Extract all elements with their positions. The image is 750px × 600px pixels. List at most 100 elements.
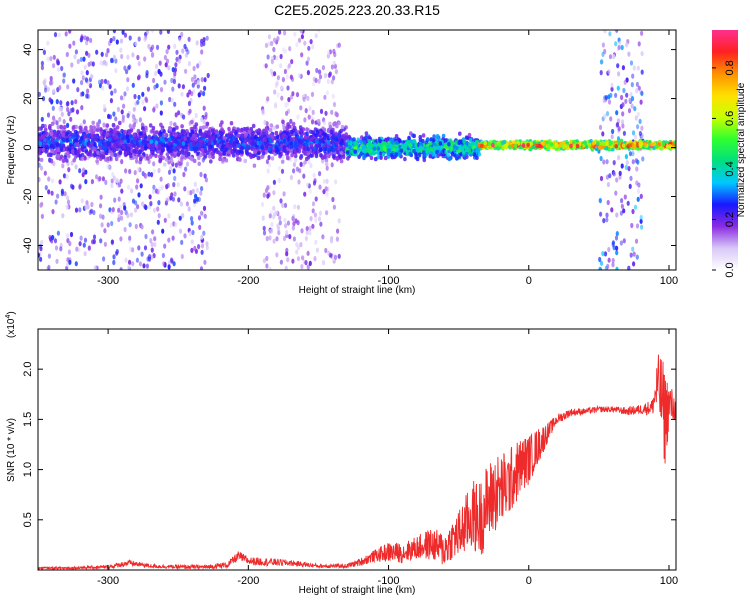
spectrogram-cell [52,88,56,94]
spectrogram-cell [295,166,299,172]
spectrogram-cell [611,242,615,248]
spectrogram-cell [599,59,604,65]
spectrogram-cell [328,124,333,130]
spectrogram-cell [364,131,369,136]
spectrogram-cell [639,214,643,221]
spectrogram-cell [422,157,427,163]
spectrogram-cell [93,265,97,270]
spectrogram-cell [183,186,187,192]
spectrogram-cell [372,151,376,156]
spectrogram-cell [120,188,124,194]
spectrogram-cell [171,135,175,141]
spectrogram-cell [394,134,399,139]
spectrogram-cell [58,116,62,122]
spectrogram-cell [60,111,64,117]
spectrogram-cell [78,125,82,130]
spectrogram-cell [92,234,97,240]
spectrogram-cell [269,123,274,128]
spectrogram-cell [230,150,235,155]
spectrogram-cell [186,189,190,195]
spectrogram-cell [200,77,204,83]
spectrogram-cell [83,133,87,139]
spectrogram-cell [636,196,640,202]
spectrogram-cell [617,44,621,51]
spectrogram-cell [99,135,104,140]
spectrogram-cell [40,213,45,219]
spectrogram-cell [229,121,234,126]
spectrogram-cell [140,224,144,230]
spectrogram-cell [165,152,170,157]
spectrogram-cell [220,144,225,149]
spectrogram-cell [149,139,154,144]
spectrogram-cell [180,155,184,160]
spectrogram-cell [357,147,361,152]
spectrogram-cell [169,120,173,126]
spectrogram-cell [102,103,107,109]
spectrogram-cell [311,208,315,214]
spectrogram-cell [152,77,156,84]
spectrogram-cell [152,161,156,167]
spectrogram-cell [369,155,374,161]
spectrogram-cell [98,213,103,219]
spectrogram-cell [61,213,65,219]
spectrogram-cell [170,159,174,164]
spectrogram-cell [462,139,466,144]
spectrogram-cell [104,179,108,185]
spectrogram-cell [200,243,205,249]
spectrogram-cell [627,266,631,270]
spectrogram-cell [118,182,122,188]
spectrogram-cell [208,136,213,141]
spectrogram-cell [308,225,312,231]
spectrogram-cell [227,126,231,132]
spectrogram-cell [179,150,184,155]
spectrogram-cell [128,123,132,129]
spectrogram-cell [306,250,310,256]
spectrogram-cell [116,182,120,188]
spectrogram-cell [601,251,605,257]
spectrogram-cell [50,99,54,105]
spectrogram-cell [56,153,61,159]
spectrogram-cell [135,257,139,263]
spectrogram-cell [105,132,109,137]
spectrogram-cell [118,150,122,155]
spectrogram-cell [96,150,100,155]
spectrogram-cell [134,223,138,230]
spectrogram-cell [191,188,195,194]
spectrogram-cell [154,140,159,145]
spectrogram-cell [280,95,284,101]
spectrogram-cell [268,128,273,133]
spectrogram-cell [621,123,625,129]
spectrogram-cell [308,188,312,194]
spectrogram-cell [158,159,162,164]
spectrogram-cell [113,152,117,158]
spectrogram-cell [135,158,139,164]
spectrogram-cell [101,214,105,220]
spectrogram-cell [174,162,178,168]
spectrogram-cell [264,42,269,49]
spectrogram-cell [367,139,372,144]
spectrogram-cell [191,82,195,88]
spectrogram-cell [276,223,280,229]
spectrogram-cell [210,128,215,133]
spectrogram-cell [324,110,328,116]
spectrogram-cell [389,152,394,158]
spectrogram-cell [329,129,334,135]
spectrogram-cell [184,166,188,172]
spectrogram-cell [132,106,136,112]
spectrogram-cell [49,143,54,149]
spectrogram-cell [330,162,334,168]
spectrogram-cell [127,130,132,135]
spectrogram-cell [141,99,145,105]
spectrogram-cell [309,153,313,158]
spectrogram-cell [49,131,54,137]
spectrogram-cell [119,178,123,184]
spectrogram-cell [261,215,265,221]
spectrogram-cell [272,205,276,211]
spectrogram-cell [59,106,64,112]
spectrogram-cell [107,113,111,119]
spectrogram-cell [86,155,90,161]
spectrogram-cell [257,128,261,133]
spectrogram-cell [137,36,141,42]
spectrogram-cell [178,37,182,43]
spectrogram-cell [38,157,41,162]
